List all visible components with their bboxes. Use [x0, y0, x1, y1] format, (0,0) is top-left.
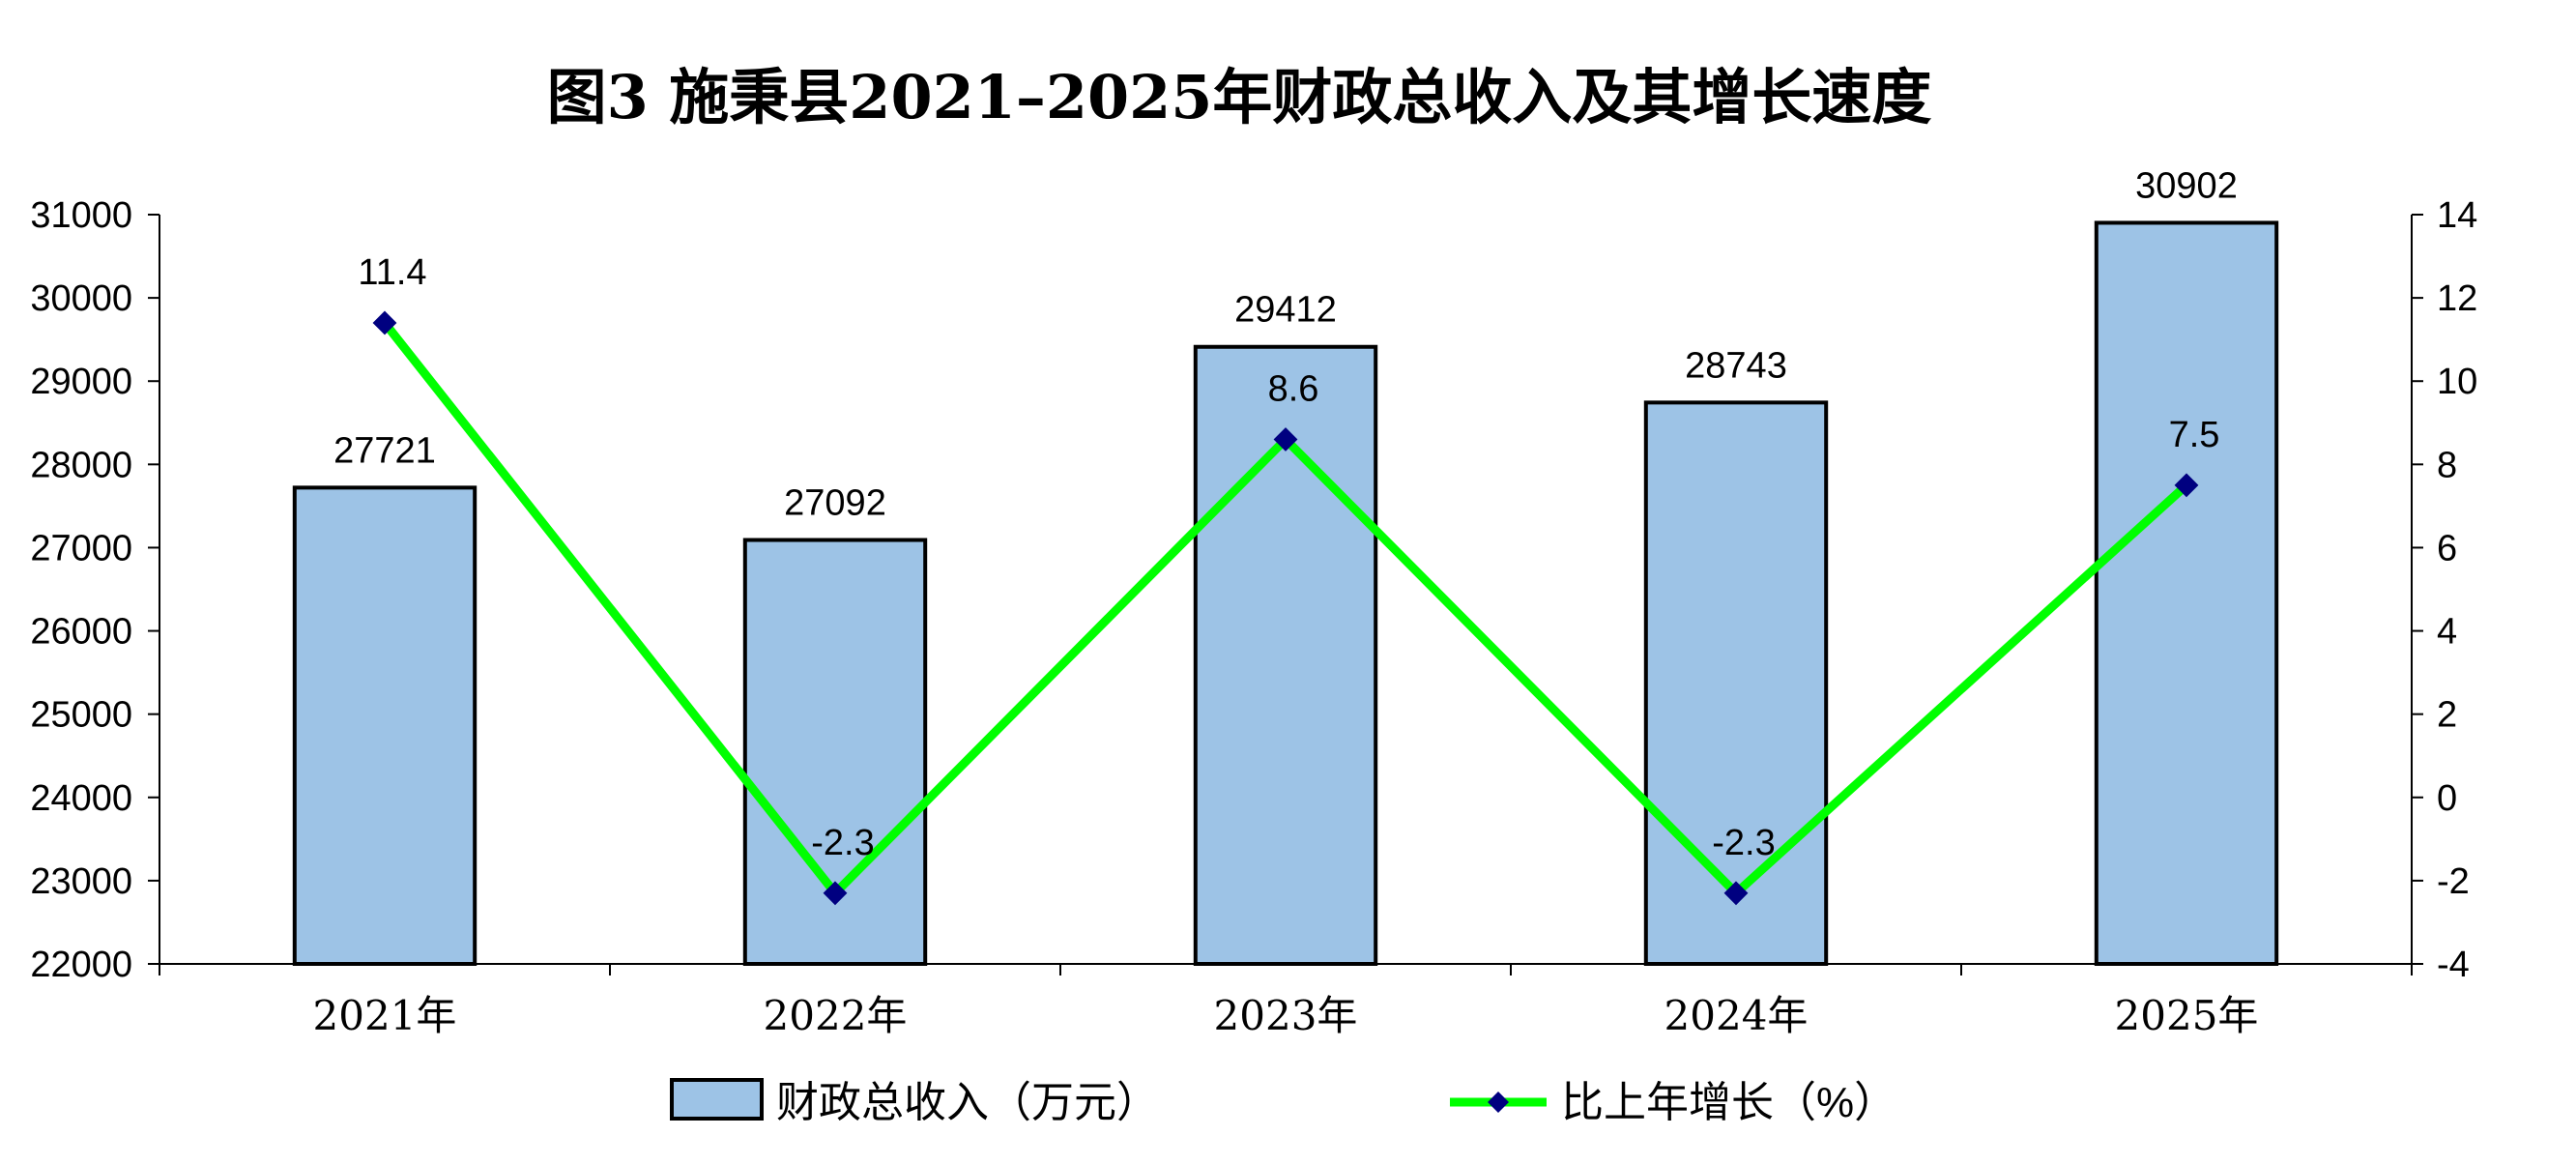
bar-data-label: 30902 [2135, 165, 2238, 206]
x-tick-label: 2023年 [1214, 992, 1358, 1039]
legend-bar-swatch [670, 1078, 764, 1121]
chart-title: 图3 施秉县2021–2025年财政总收入及其增长速度 [547, 62, 1932, 132]
x-tick-label: 2021年 [313, 992, 457, 1039]
bar [292, 485, 478, 966]
x-tick-label: 2024年 [1664, 992, 1809, 1039]
right-tick-label: 8 [2437, 445, 2457, 485]
legend-line-marker [1488, 1092, 1509, 1113]
right-tick-label: 12 [2437, 278, 2477, 319]
left-tick-label: 28000 [30, 445, 132, 485]
line-data-label: -2.3 [1712, 823, 1775, 863]
left-tick-label: 31000 [30, 195, 132, 236]
line-point [1723, 881, 1749, 906]
bar [1643, 400, 1829, 966]
bar-data-label: 27092 [784, 483, 886, 524]
x-tick-label: 2022年 [764, 992, 908, 1039]
right-tick-label: -2 [2437, 861, 2470, 902]
bar-data-label: 27721 [333, 430, 436, 471]
left-tick-label: 26000 [30, 612, 132, 653]
bar-data-label: 28743 [1685, 345, 1787, 386]
line-point [372, 310, 397, 335]
legend-bar-label: 财政总收入（万元） [776, 1079, 1159, 1126]
line-data-label: 8.6 [1268, 369, 1319, 410]
right-tick-label: 10 [2437, 362, 2477, 402]
left-tick-label: 22000 [30, 945, 132, 985]
right-tick-label: 14 [2437, 195, 2477, 236]
right-tick-label: 2 [2437, 695, 2457, 736]
bar [2094, 220, 2279, 966]
left-tick-label: 24000 [30, 778, 132, 819]
line-point [1273, 427, 1298, 451]
line-point [2174, 473, 2199, 498]
left-tick-label: 29000 [30, 362, 132, 402]
right-tick-label: 6 [2437, 528, 2457, 568]
bar-data-label: 29412 [1234, 290, 1337, 331]
right-tick-label: -4 [2437, 945, 2470, 985]
line-data-label: 7.5 [2169, 415, 2220, 455]
x-tick-label: 2025年 [2115, 992, 2259, 1039]
plot-area: 22000 23000 24000 25000 26000 27000 28000 29000… [30, 165, 2477, 1039]
legend: 财政总收入（万元） 比上年增长（%） [670, 1078, 1896, 1126]
line-data-label: -2.3 [811, 823, 874, 863]
left-tick-label: 27000 [30, 528, 132, 568]
left-tick-label: 30000 [30, 278, 132, 319]
right-tick-label: 4 [2437, 612, 2457, 653]
line-point [823, 881, 848, 906]
left-tick-label: 23000 [30, 861, 132, 902]
right-tick-label: 0 [2437, 778, 2457, 819]
left-tick-label: 25000 [30, 695, 132, 736]
line-data-label: 11.4 [358, 252, 426, 293]
legend-line-label: 比上年增长（%） [1561, 1079, 1896, 1126]
